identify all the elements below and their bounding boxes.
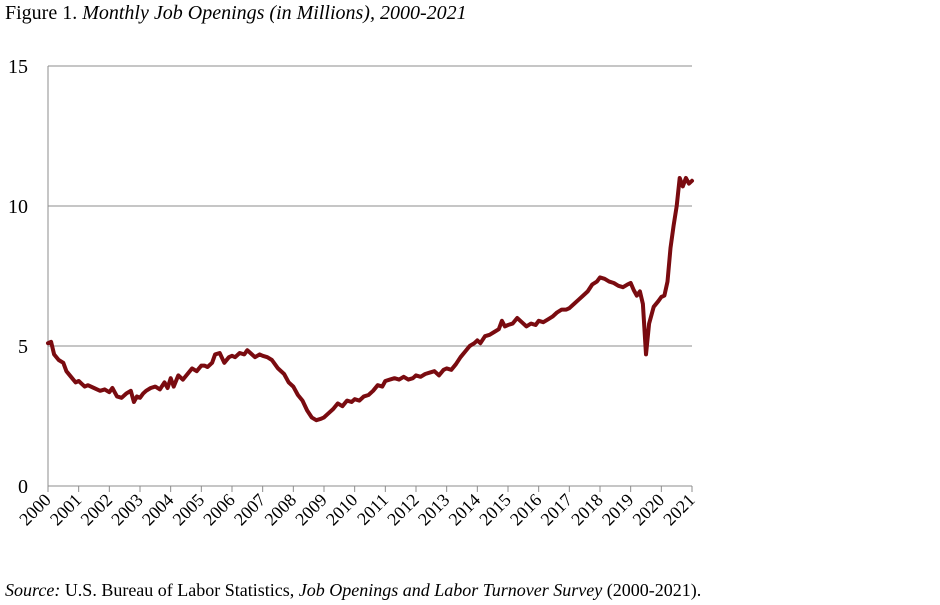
y-axis-tick-labels: 0 5 10 15 [8,56,28,498]
series-group [46,176,694,423]
x-tick-label: 2016 [506,490,546,530]
series-line [46,176,694,423]
figure-label: Figure 1. [5,2,78,24]
x-tick-label: 2007 [230,490,270,530]
x-tick-label: 2011 [353,490,392,529]
x-tick-label: 2021 [659,490,699,530]
gridlines [48,65,692,347]
x-tick-label: 2020 [629,490,669,530]
axes [47,66,692,487]
y-tick-label: 5 [18,336,28,358]
x-tick-label: 2019 [598,490,638,530]
figure-title-text: Monthly Job Openings (in Millions), 2000… [82,2,467,24]
figure-title: Figure 1. Monthly Job Openings (in Milli… [5,2,467,25]
x-tick-label: 2006 [199,490,239,530]
x-tick-label: 2014 [445,490,485,530]
source-label: Source: [5,580,61,600]
x-tick-label: 2010 [322,490,362,530]
x-tick-label: 2012 [383,490,423,530]
source-text-2: (2000-2021). [606,580,702,600]
x-tick-label: 2015 [475,490,515,530]
x-tick-label: 2002 [77,490,117,530]
x-tick-label: 2008 [261,490,301,530]
x-tick-label: 2009 [291,490,331,530]
x-tick-label: 2005 [169,490,209,530]
source-survey-name: Job Openings and Labor Turnover Survey [298,580,603,600]
x-tick-label: 2001 [46,490,86,530]
source-text-1: U.S. Bureau of Labor Statistics, [64,580,295,600]
source-note: Source: U.S. Bureau of Labor Statistics,… [5,580,701,601]
x-axis-tick-labels: 2000200120022003200420052006200720082009… [15,486,699,529]
x-tick-label: 2004 [138,490,178,530]
x-tick-label: 2018 [567,490,607,530]
y-tick-label: 0 [18,476,28,498]
x-tick-label: 2003 [107,490,147,530]
x-tick-label: 2017 [537,490,577,530]
y-tick-label: 10 [8,196,28,218]
x-tick-label: 2013 [414,490,454,530]
line-chart: 0 5 10 15 200020012002200320042005200620072… [8,56,699,529]
y-tick-label: 15 [8,56,28,78]
